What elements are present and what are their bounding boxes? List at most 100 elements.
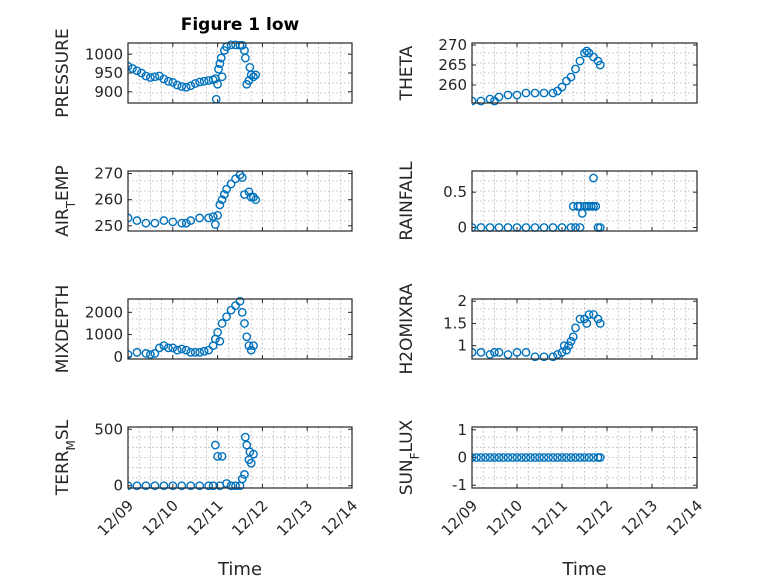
data-point bbox=[214, 64, 223, 74]
data-point bbox=[177, 218, 187, 228]
data-point bbox=[150, 72, 160, 82]
subplot-3: 250 260 270 AIRTEMP bbox=[53, 165, 353, 237]
data-point bbox=[476, 96, 486, 106]
data-point bbox=[240, 53, 250, 63]
x-tick-label: 12/11 bbox=[528, 496, 571, 539]
data-point bbox=[186, 81, 196, 91]
data-point bbox=[237, 307, 247, 317]
data-point bbox=[159, 216, 169, 225]
data-point bbox=[564, 341, 574, 351]
data-point bbox=[557, 82, 567, 92]
data-point bbox=[526, 453, 535, 462]
data-point bbox=[472, 347, 477, 357]
data-point bbox=[553, 453, 562, 462]
data-point bbox=[503, 453, 513, 462]
data-point bbox=[226, 305, 236, 315]
data-point bbox=[512, 453, 522, 462]
y-axis-label: SUNFLUX bbox=[397, 419, 422, 495]
data-point bbox=[190, 79, 200, 88]
data-point bbox=[213, 451, 223, 461]
data-point bbox=[141, 218, 151, 228]
data-point bbox=[249, 192, 258, 202]
data-point bbox=[530, 352, 540, 362]
data-point bbox=[490, 347, 499, 357]
subplot-6: 1 1.5 2 H2OMIXRA bbox=[397, 283, 698, 375]
data-point bbox=[521, 88, 531, 98]
chart-title: Figure 1 low bbox=[181, 15, 300, 35]
data-point bbox=[141, 71, 151, 81]
data-point bbox=[571, 64, 580, 74]
data-point bbox=[172, 345, 182, 355]
y-axis-label: RAINFALL bbox=[397, 161, 417, 241]
data-point bbox=[132, 347, 142, 357]
subplot-5: 0 1000 2000 MIXDEPTH bbox=[53, 285, 353, 373]
y-tick-label: 0 bbox=[457, 449, 467, 467]
data-point bbox=[168, 217, 178, 227]
subplot-4: 0 0.5 RAINFALL bbox=[397, 161, 698, 241]
axes-frame bbox=[127, 426, 353, 489]
data-point bbox=[226, 40, 236, 50]
data-point bbox=[582, 319, 592, 328]
data-point bbox=[177, 344, 187, 354]
data-point bbox=[216, 53, 226, 63]
data-point bbox=[217, 319, 227, 328]
data-point bbox=[195, 77, 205, 87]
data-point bbox=[181, 82, 191, 92]
data-series bbox=[472, 453, 605, 462]
data-point bbox=[244, 341, 254, 351]
y-axis-label: TERRMSL bbox=[53, 419, 78, 496]
data-point bbox=[163, 343, 173, 353]
data-point bbox=[476, 453, 486, 462]
data-point bbox=[512, 347, 522, 357]
x-tick-label: 12/14 bbox=[663, 496, 706, 539]
data-point bbox=[222, 184, 231, 194]
data-point bbox=[494, 453, 504, 462]
data-point bbox=[217, 72, 227, 82]
axes-frame bbox=[471, 426, 698, 489]
data-series bbox=[128, 170, 261, 229]
x-tick-label: 12/09 bbox=[94, 496, 137, 539]
data-point bbox=[168, 481, 178, 491]
data-point bbox=[246, 458, 256, 468]
data-point bbox=[584, 310, 594, 319]
data-point bbox=[472, 223, 477, 232]
data-point bbox=[141, 481, 151, 491]
data-point bbox=[172, 80, 182, 90]
data-point bbox=[242, 332, 252, 342]
data-point bbox=[521, 453, 531, 462]
data-point bbox=[145, 73, 155, 82]
data-point bbox=[222, 312, 231, 322]
y-tick-label: 2000 bbox=[85, 303, 123, 321]
data-point bbox=[575, 314, 585, 324]
data-point bbox=[521, 347, 531, 357]
data-point bbox=[544, 453, 553, 462]
data-point bbox=[231, 301, 240, 311]
data-point bbox=[251, 195, 261, 205]
y-tick-label: 1000 bbox=[85, 45, 123, 63]
x-tick-label: 12/11 bbox=[183, 496, 226, 539]
y-tick-label: 270 bbox=[438, 36, 467, 54]
data-point bbox=[132, 66, 142, 76]
data-point bbox=[150, 481, 160, 491]
data-point bbox=[132, 216, 142, 225]
y-tick-label: 1 bbox=[457, 421, 467, 439]
data-point bbox=[213, 79, 223, 89]
data-point bbox=[154, 343, 164, 353]
data-point bbox=[159, 481, 169, 491]
y-tick-label: 1000 bbox=[85, 326, 123, 344]
data-point bbox=[215, 59, 225, 69]
x-tick-label: 12/12 bbox=[573, 496, 616, 539]
data-point bbox=[249, 341, 258, 351]
axes-frame bbox=[471, 170, 698, 232]
data-point bbox=[199, 346, 209, 356]
data-point bbox=[553, 350, 562, 359]
data-point bbox=[591, 201, 601, 211]
x-tick-label: 12/13 bbox=[618, 496, 661, 539]
x-tick-label: 12/10 bbox=[483, 496, 526, 539]
data-point bbox=[213, 327, 223, 337]
data-point bbox=[240, 319, 249, 328]
data-point bbox=[208, 212, 218, 222]
x-tick-label: 12/12 bbox=[228, 496, 271, 539]
